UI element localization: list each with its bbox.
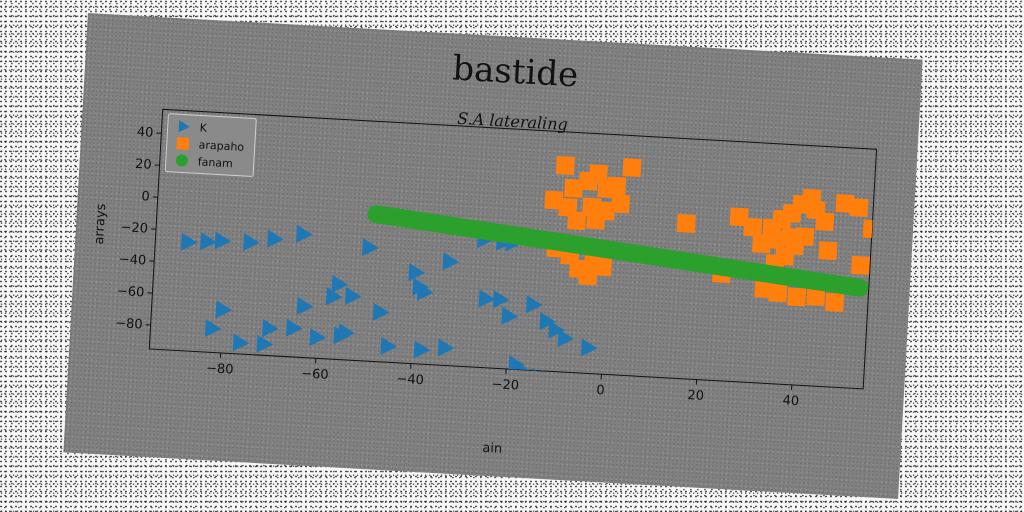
- y-tick-label: 40: [136, 125, 153, 141]
- data-point: [492, 290, 510, 309]
- data-point: [851, 255, 871, 275]
- x-tick-label: −60: [301, 366, 329, 383]
- chart-title: bastide: [451, 48, 579, 95]
- data-point: [780, 227, 800, 247]
- plot-area: −80 −60 −40 −20 0 20 40 −80 −60 −40 −20 0 20 40: [115, 108, 878, 409]
- data-point: [622, 158, 642, 178]
- data-point: [200, 232, 217, 251]
- data-point: [285, 318, 303, 337]
- data-point: [267, 229, 284, 248]
- x-axis-label: ain: [482, 441, 503, 457]
- legend-box: [164, 113, 257, 177]
- data-point: [214, 231, 232, 250]
- data-point: [413, 340, 431, 359]
- y-tick-label: −20: [120, 220, 148, 237]
- data-point: [768, 283, 788, 303]
- data-point: [232, 333, 250, 352]
- data-point: [743, 217, 763, 237]
- data-point: [676, 214, 696, 234]
- series-fanam: [367, 205, 869, 297]
- data-point: [478, 289, 496, 308]
- x-tick-label: −80: [206, 361, 234, 378]
- data-point: [372, 302, 390, 321]
- data-point: [309, 328, 326, 347]
- y-tick-label: −60: [117, 284, 145, 301]
- data-point: [818, 241, 838, 261]
- data-point: [578, 171, 598, 191]
- data-point: [751, 234, 771, 254]
- y-tick-label: 20: [135, 157, 152, 173]
- data-point: [540, 369, 558, 388]
- legend-label-fanam: fanam: [197, 155, 233, 170]
- chart-subtitle: S.A lateraling: [457, 109, 569, 134]
- data-point: [850, 278, 869, 297]
- chart-figure: bastide S.A lateraling ain arrays −80 −60…: [63, 13, 923, 499]
- data-point: [256, 334, 274, 353]
- data-point: [408, 263, 426, 282]
- data-point: [754, 279, 774, 299]
- data-point: [380, 336, 398, 355]
- data-point: [442, 252, 460, 271]
- y-axis-label: arrays: [92, 203, 109, 245]
- data-point: [729, 207, 749, 227]
- y-tick-label: 0: [141, 189, 150, 204]
- data-point: [262, 319, 279, 338]
- legend-label-arapaho: arapaho: [198, 138, 244, 154]
- data-point: [362, 238, 379, 257]
- data-point: [539, 312, 557, 331]
- data-point: [295, 224, 313, 243]
- y-tick-label: −80: [115, 316, 143, 333]
- data-point: [416, 282, 434, 301]
- x-tick-label: 40: [782, 393, 799, 409]
- data-point: [296, 296, 314, 315]
- data-point: [766, 230, 786, 250]
- data-point: [825, 292, 845, 312]
- data-point: [806, 286, 826, 306]
- data-point: [501, 306, 519, 325]
- data-point: [544, 190, 564, 210]
- data-point: [557, 329, 575, 348]
- data-point: [862, 219, 877, 239]
- legend-marker-arapaho: [176, 137, 190, 150]
- legend-marker-k: [178, 120, 190, 133]
- data-point: [555, 156, 575, 175]
- data-point: [607, 176, 627, 196]
- data-point: [325, 287, 343, 306]
- data-point: [215, 300, 233, 319]
- scatter-chart: bastide S.A lateraling ain arrays −80 −60…: [92, 48, 878, 457]
- y-tick-label: −40: [118, 252, 146, 269]
- data-point: [580, 338, 598, 357]
- series-arapaho: [544, 156, 877, 312]
- data-point: [564, 178, 584, 198]
- data-point: [180, 232, 198, 251]
- x-tick-label: −20: [491, 377, 519, 394]
- data-point: [835, 194, 855, 214]
- data-point: [243, 233, 260, 252]
- data-point: [610, 194, 630, 214]
- data-point: [338, 323, 355, 342]
- data-point: [593, 257, 613, 277]
- legend-label-k: K: [199, 121, 208, 134]
- data-point: [548, 320, 566, 339]
- data-point: [437, 338, 455, 357]
- x-tick-label: −40: [396, 372, 424, 389]
- data-point: [586, 210, 606, 230]
- x-tick-label: 20: [687, 388, 704, 404]
- plot-marks: [180, 156, 877, 388]
- data-point: [204, 319, 222, 338]
- data-point: [849, 198, 869, 218]
- data-point: [345, 286, 362, 305]
- legend-marker-fanam: [175, 154, 188, 167]
- data-point: [525, 295, 543, 314]
- data-point: [787, 287, 807, 307]
- data-point: [567, 211, 587, 231]
- x-tick-label: 0: [596, 383, 605, 398]
- data-point: [815, 212, 835, 232]
- data-point: [331, 274, 349, 293]
